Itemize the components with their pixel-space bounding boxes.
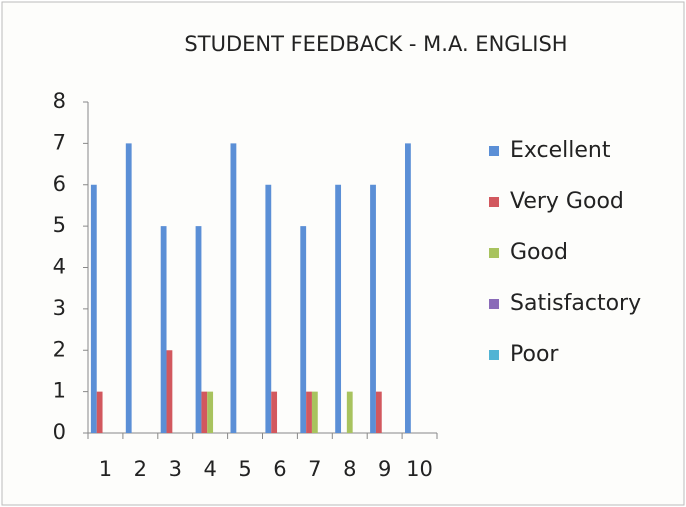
x-tick-label: 6 [273,457,286,481]
y-tick-label: 6 [53,172,66,196]
y-tick-label: 0 [53,420,66,444]
bar [195,226,202,433]
x-tick-label: 1 [99,457,112,481]
x-tick-label: 9 [378,457,391,481]
bar [207,391,214,433]
bar [306,391,312,433]
bar [271,391,278,433]
bar [265,184,272,433]
legend-label: Excellent [510,138,611,163]
bar [300,226,307,433]
bar [335,184,342,433]
bar [96,391,103,433]
y-tick-label: 7 [53,130,66,154]
bar [230,143,237,433]
legend-swatch [489,146,499,156]
legend-label: Good [510,240,568,265]
bar [370,184,376,433]
y-tick-label: 1 [53,379,66,403]
legend-swatch [489,248,499,258]
bar [160,226,167,433]
x-tick-label: 2 [134,457,147,481]
x-tick-label: 8 [343,457,356,481]
chart-title: STUDENT FEEDBACK - M.A. ENGLISH [184,32,567,56]
y-tick-label: 4 [53,255,66,279]
y-tick-label: 5 [53,213,66,237]
bar [346,391,353,433]
x-tick-label: 3 [169,457,182,481]
legend-swatch [489,197,499,207]
y-tick-label: 2 [53,337,66,361]
x-tick-label: 5 [238,457,251,481]
bar [311,391,318,433]
y-tick-label: 3 [53,296,66,320]
legend-swatch [489,350,499,360]
legend-swatch [489,299,499,309]
legend-label: Very Good [510,189,624,214]
bar [201,391,208,433]
x-tick-label: 7 [308,457,321,481]
x-tick-label: 10 [406,457,433,481]
legend-label: Poor [510,342,559,367]
bar [125,143,132,433]
y-tick-label: 8 [53,89,66,113]
bar [166,350,173,433]
bar [375,391,382,433]
legend-label: Satisfactory [510,291,641,316]
bar [405,143,411,433]
bar [90,184,97,433]
x-tick-label: 4 [203,457,216,481]
